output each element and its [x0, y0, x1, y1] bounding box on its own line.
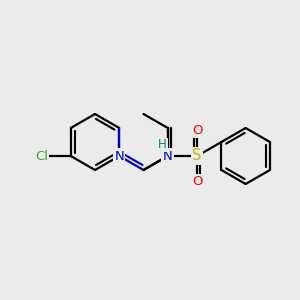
Text: O: O [192, 175, 202, 188]
Text: O: O [163, 149, 173, 163]
Text: N: N [163, 149, 172, 163]
Text: S: S [193, 148, 202, 164]
Text: O: O [163, 149, 173, 163]
Text: H: H [158, 139, 167, 152]
Text: O: O [192, 124, 202, 137]
Text: Cl: Cl [35, 149, 48, 163]
Text: N: N [114, 149, 124, 163]
